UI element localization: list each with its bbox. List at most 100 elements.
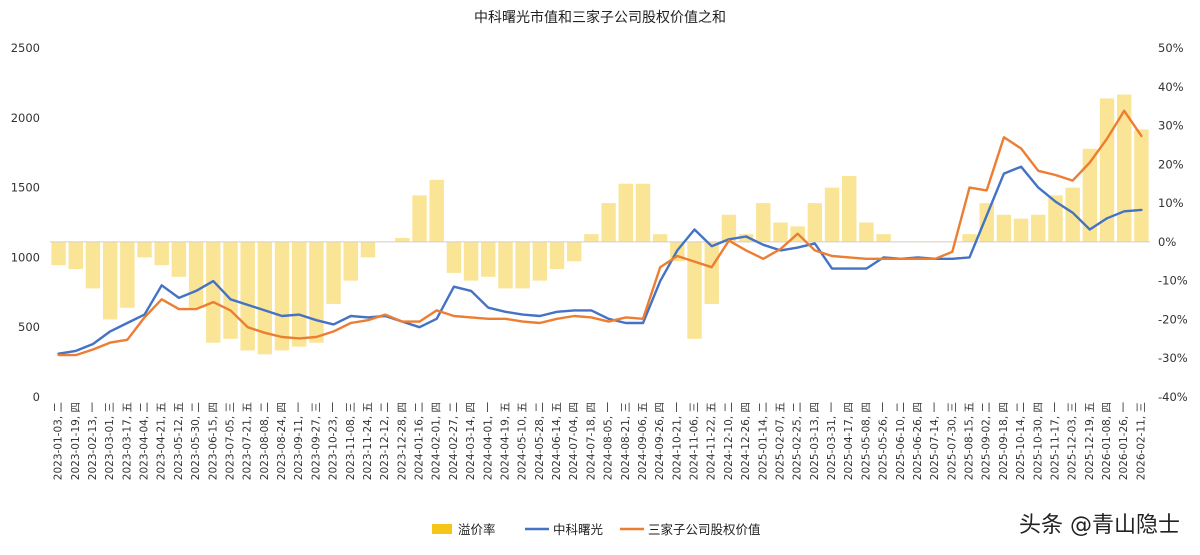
x-tick-label: 2023-11-08, 三 [345, 402, 357, 480]
premium-bar [1013, 218, 1029, 242]
premium-bar [292, 241, 307, 347]
premium-bar [223, 241, 238, 339]
x-tick-label: 2023-01-03, 二 [53, 402, 65, 480]
x-tick-label: 2023-06-15, 四 [207, 402, 219, 480]
x-tick-label: 2024-12-26, 四 [740, 402, 752, 480]
y-right-axis: -40% -30% -20% -10% 0% 10% 20% 30% 40% 50% [1158, 41, 1188, 404]
x-tick-label: 2023-05-12, 五 [173, 402, 185, 480]
premium-bar [635, 183, 651, 242]
premium-bar [154, 241, 169, 266]
premium-bar [601, 203, 616, 242]
x-tick-label: 2024-11-06, 三 [689, 402, 701, 480]
x-tick-label: 2025-12-03, 三 [1067, 402, 1079, 480]
y-right-tick-label: -30% [1158, 351, 1188, 365]
x-tick-label: 2025-09-02, 二 [981, 402, 993, 480]
x-tick-label: 2023-02-13, 一 [87, 402, 99, 481]
premium-bar [704, 241, 719, 304]
x-axis: 2023-01-03, 二 2023-01-19, 四 2023-02-13, 一 2… [53, 402, 1148, 481]
y-right-tick-label: 10% [1158, 196, 1184, 210]
premium-bar [532, 241, 548, 281]
x-tick-label: 2024-09-26, 四 [654, 402, 666, 480]
x-tick-label: 2024-07-04, 四 [568, 402, 580, 480]
premium-bar [463, 241, 479, 281]
x-tick-label: 2025-09-18, 四 [998, 402, 1010, 480]
x-tick-label: 2025-02-25, 二 [792, 402, 804, 480]
y-left-tick-label: 1000 [11, 250, 40, 264]
x-tick-label: 2025-07-14, 一 [929, 402, 941, 481]
y-right-tick-label: 30% [1158, 119, 1184, 133]
y-left-tick-label: 2500 [11, 41, 40, 55]
watermark-text: 头条 @青山隐士 [1019, 513, 1180, 538]
premium-bar [996, 214, 1012, 242]
x-tick-label: 2025-06-26, 四 [912, 402, 924, 480]
x-tick-label: 2024-09-06, 五 [637, 402, 649, 480]
premium-bar [85, 241, 101, 289]
premium-bar [1031, 214, 1046, 242]
premium-bar [274, 241, 290, 351]
premium-bar [498, 241, 513, 289]
series-line-subsidiaries [57, 109, 1143, 357]
x-tick-label: 2025-01-14, 二 [757, 402, 769, 480]
x-tick-label: 2024-05-10, 五 [517, 402, 529, 480]
x-tick-label: 2023-09-11, 一 [293, 402, 305, 481]
x-tick-label: 2024-02-01, 四 [431, 402, 443, 480]
y-right-tick-label: -40% [1158, 390, 1188, 404]
x-tick-label: 2024-08-05, 一 [603, 402, 615, 481]
legend-label: 中科曙光 [553, 522, 603, 537]
x-tick-label: 2023-03-17, 五 [121, 402, 133, 480]
premium-bar [515, 241, 530, 289]
x-tick-label: 2024-06-14, 五 [551, 402, 563, 480]
premium-bar [326, 241, 341, 304]
x-tick-label: 2024-02-27, 二 [448, 402, 460, 480]
premium-bar [618, 183, 633, 242]
x-tick-label: 2023-01-19, 四 [70, 402, 82, 480]
premium-bar [807, 203, 823, 242]
premium-bar [102, 241, 118, 320]
premium-bar [549, 241, 565, 270]
premium-bar [584, 234, 599, 242]
x-tick-label: 2023-05-30, 二 [190, 402, 202, 480]
premium-bar [240, 241, 255, 351]
premium-bar [687, 241, 702, 339]
y-left-tick-label: 1500 [11, 181, 40, 195]
legend-label: 三家子公司股权价值 [648, 522, 761, 537]
premium-bar [188, 241, 204, 308]
series-line-sugon [57, 165, 1143, 355]
premium-bar [962, 234, 977, 242]
premium-bar [1117, 94, 1132, 242]
y-left-tick-label: 2000 [11, 111, 40, 125]
x-tick-label: 2024-11-22, 五 [706, 402, 718, 480]
x-tick-label: 2024-12-10, 二 [723, 402, 735, 480]
y-right-tick-label: 20% [1158, 157, 1184, 171]
premium-bar [824, 187, 840, 242]
x-tick-label: 2024-10-21, 一 [671, 402, 683, 481]
x-tick-label: 2023-03-01, 三 [104, 402, 116, 480]
x-tick-label: 2024-08-21, 三 [620, 402, 632, 480]
x-tick-label: 2023-09-27, 三 [310, 402, 322, 480]
x-tick-label: 2023-11-24, 五 [362, 402, 374, 480]
premium-bar [721, 214, 737, 242]
y-right-tick-label: -20% [1158, 312, 1188, 326]
premium-bar [309, 241, 324, 343]
premium-bar [429, 179, 444, 242]
y-right-tick-label: 40% [1158, 80, 1184, 94]
premium-bar [738, 234, 754, 242]
premium-bar [756, 203, 771, 242]
premium-bar [360, 241, 376, 258]
x-tick-label: 2023-07-21, 五 [242, 402, 254, 480]
premium-bar [859, 222, 874, 242]
premium-bar [1082, 148, 1098, 242]
x-tick-label: 2023-07-05, 三 [224, 402, 236, 480]
legend-swatch-premium [432, 524, 452, 534]
x-tick-label: 2025-03-13, 四 [809, 402, 821, 480]
premium-bar [343, 241, 358, 281]
premium-bar [1065, 187, 1080, 242]
y-right-tick-label: 50% [1158, 41, 1184, 55]
premium-bar [395, 238, 410, 242]
premium-bar [979, 203, 994, 242]
x-tick-label: 2025-02-07, 五 [774, 402, 786, 480]
premium-bars-series [50, 94, 1150, 355]
premium-bar [842, 175, 857, 242]
